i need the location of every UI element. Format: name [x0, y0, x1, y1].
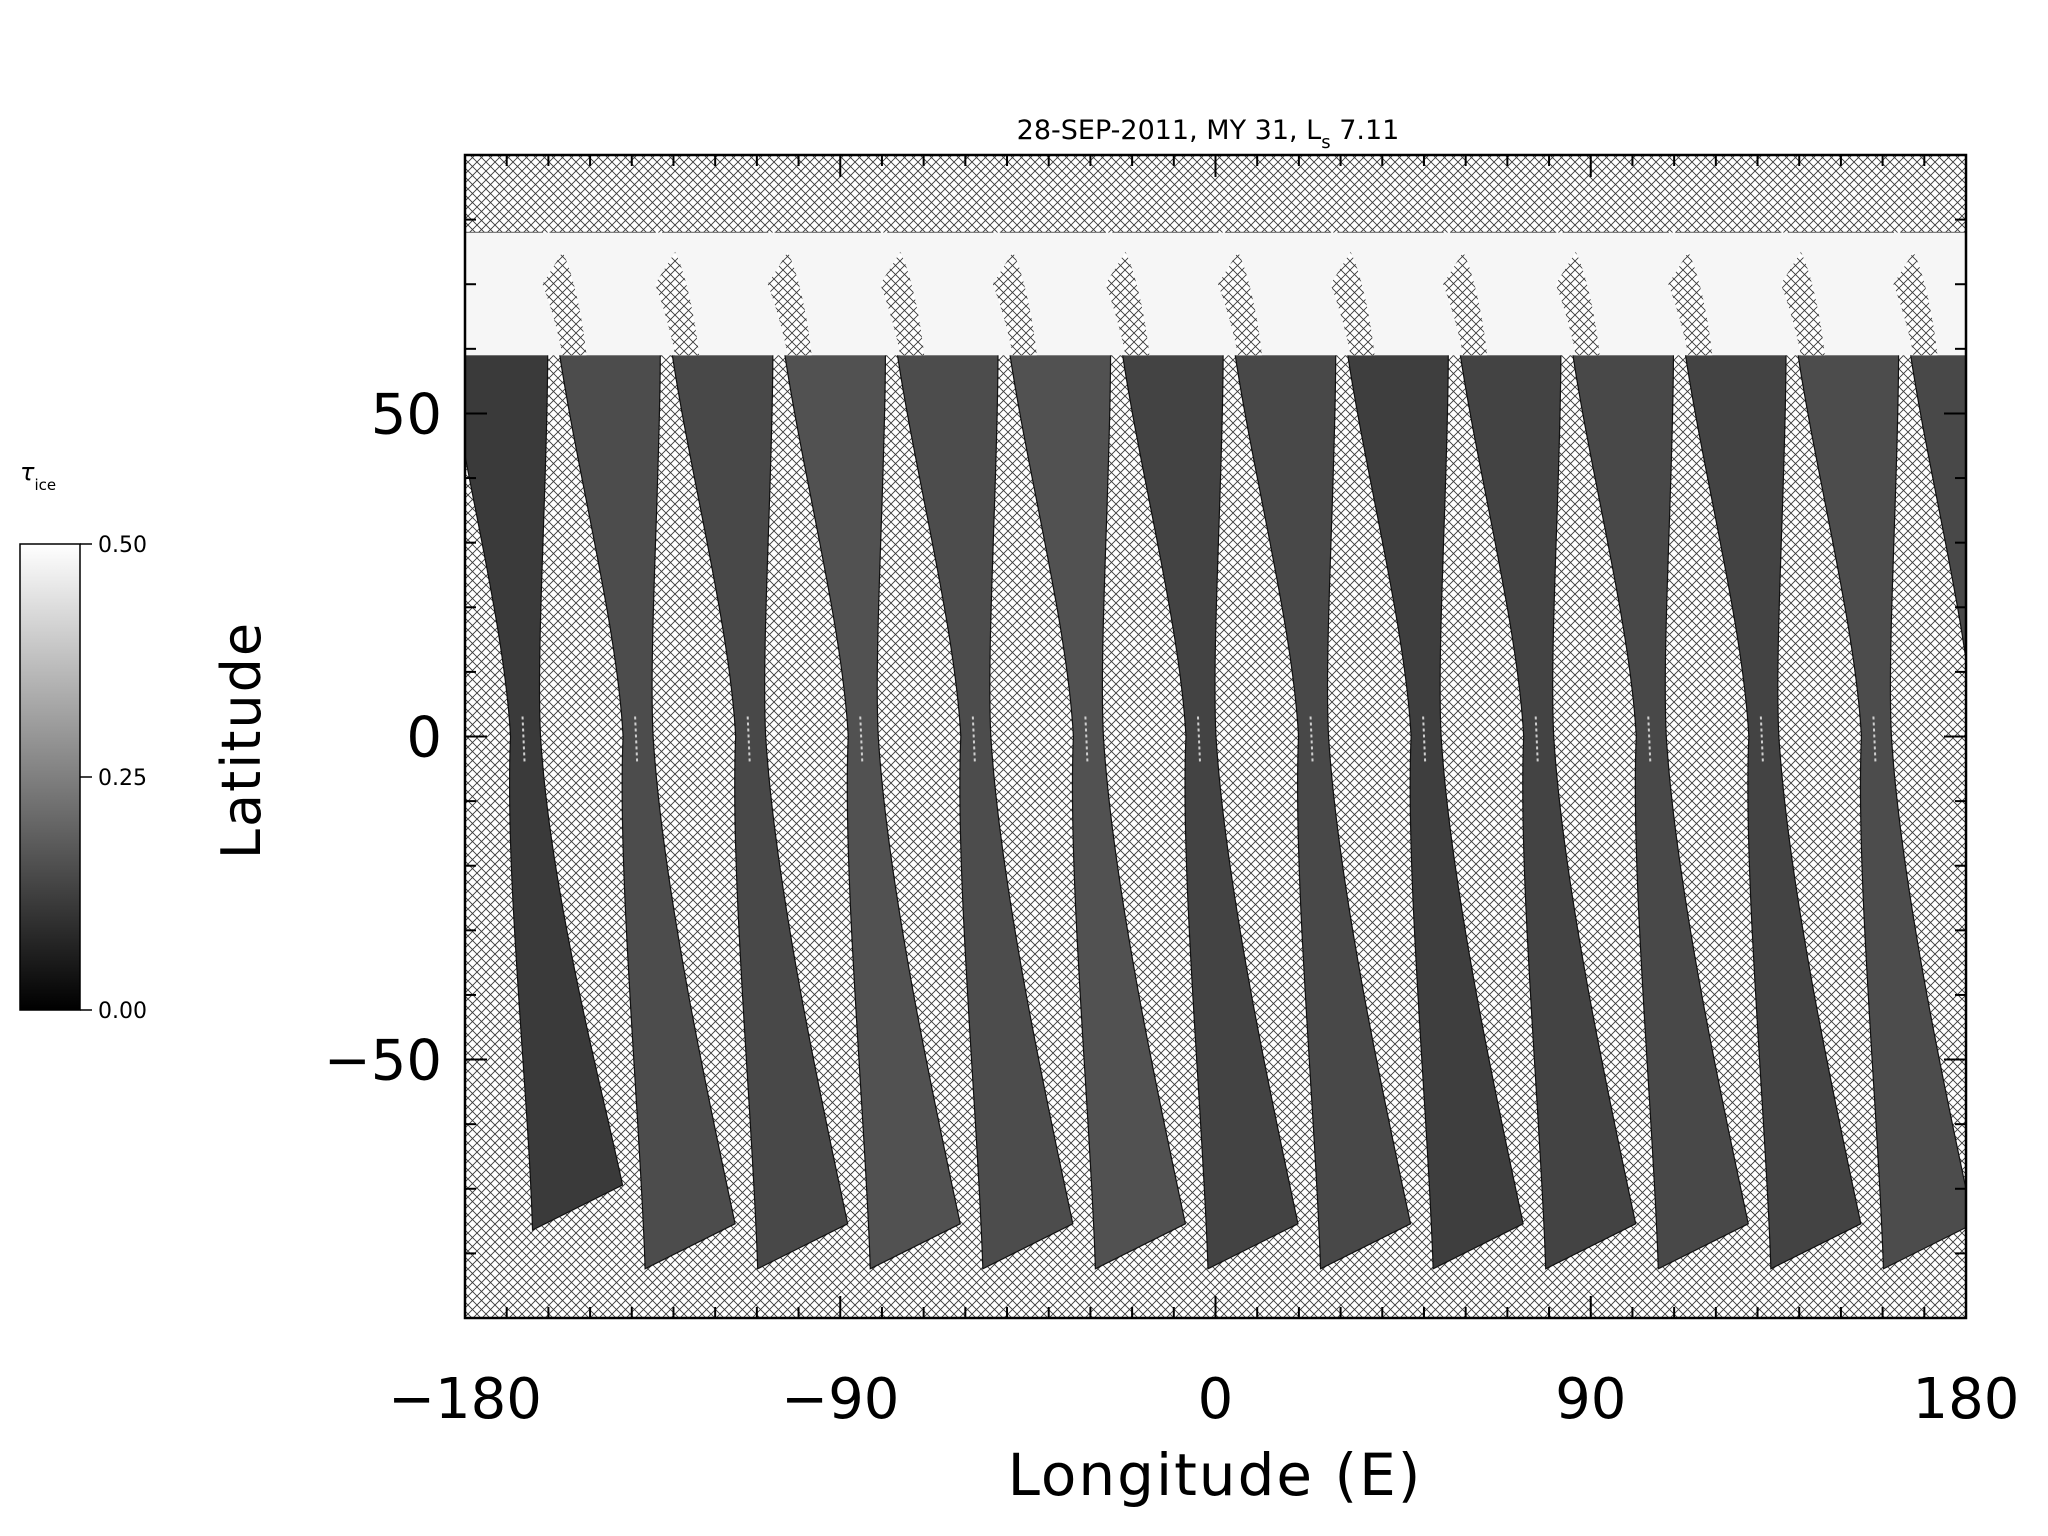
ice-gap-1: [542, 251, 587, 356]
ice-gap-11: [1668, 251, 1713, 356]
ice-gap-12: [1780, 251, 1825, 356]
ice-gap-5: [992, 251, 1037, 356]
swath-3: [661, 231, 849, 1270]
ice-gap-6: [1105, 251, 1150, 356]
swath-4-streak: [859, 716, 864, 762]
swath-11-streak: [1647, 716, 1652, 762]
swath-5-streak: [971, 716, 976, 762]
x-axis-label: Longitude (E): [1008, 1441, 1423, 1509]
swath-6: [999, 231, 1187, 1270]
x-tick-label: −90: [781, 1367, 899, 1432]
y-tick-label: 50: [371, 382, 442, 447]
swath-7: [1112, 231, 1299, 1270]
x-tick-label: −180: [388, 1367, 542, 1432]
ice-gap-3: [767, 251, 812, 356]
swath-2-streak: [634, 716, 639, 762]
colorbar-tick-label: 0.25: [98, 766, 147, 791]
polar-ice-band: [465, 232, 1966, 356]
swath-10-streak: [1534, 716, 1539, 762]
swath-2: [549, 231, 736, 1270]
colorbar-tick-label: 0.50: [98, 533, 147, 558]
axis-ticks: [464, 154, 1967, 1319]
swath-13-streak: [1872, 716, 1877, 762]
x-tick-label: 180: [1913, 1367, 2020, 1432]
swath-8: [1224, 231, 1412, 1270]
swath-13: [1787, 231, 1966, 1270]
ice-gap-10: [1555, 251, 1600, 356]
swath-9: [1337, 231, 1524, 1270]
ice-gap-2: [655, 251, 700, 356]
ice-gap-8: [1330, 251, 1375, 356]
colorbar-title: τice: [20, 458, 56, 494]
chart-title-subscript: s: [1321, 132, 1330, 153]
ice-gap-4: [880, 251, 925, 356]
polar-ice-region: [465, 232, 2048, 356]
swath-14-streak: [1986, 717, 1988, 762]
chart-title-value: 7.11: [1331, 115, 1400, 146]
y-tick-label: 0: [406, 706, 442, 771]
swath-11: [1562, 231, 1749, 1270]
swath-6-streak: [1084, 716, 1089, 762]
x-tick-label: 0: [1198, 1367, 1234, 1432]
swath-1: [465, 231, 624, 1231]
x-tick-labels: −180 −90 0 90 180: [388, 1367, 2019, 1432]
colorbar-title-subscript: ice: [34, 476, 56, 494]
x-tick-label: 90: [1555, 1367, 1626, 1432]
swath-12: [1675, 231, 1862, 1270]
plot-frame: [463, 153, 1968, 1320]
colorbar-tick-label: 0.00: [98, 999, 147, 1024]
swath-7-streak: [1196, 716, 1201, 762]
swath-5: [886, 231, 1074, 1270]
swath-4: [774, 231, 961, 1270]
ice-gap-13: [1893, 251, 1938, 356]
swath-9-streak: [1422, 716, 1427, 762]
swath-10: [1449, 231, 1637, 1270]
ice-gap-9: [1443, 251, 1488, 356]
ice-gap-14: [2006, 252, 2048, 355]
y-tick-label: −50: [324, 1029, 442, 1094]
ice-gap-7: [1217, 251, 1262, 356]
swath-3-streak: [746, 716, 751, 762]
y-axis-label: Latitude: [210, 621, 273, 859]
y-tick-labels: −50 0 50: [324, 382, 442, 1093]
swath-1-streak: [521, 716, 526, 762]
colorbar: [19, 543, 81, 1011]
swath-12-streak: [1759, 716, 1764, 762]
colorbar-ticks: 0.00 0.25 0.50: [80, 533, 147, 1024]
swath-8-streak: [1309, 716, 1314, 762]
chart-title: 28-SEP-2011, MY 31, Ls 7.11: [1017, 115, 1400, 153]
